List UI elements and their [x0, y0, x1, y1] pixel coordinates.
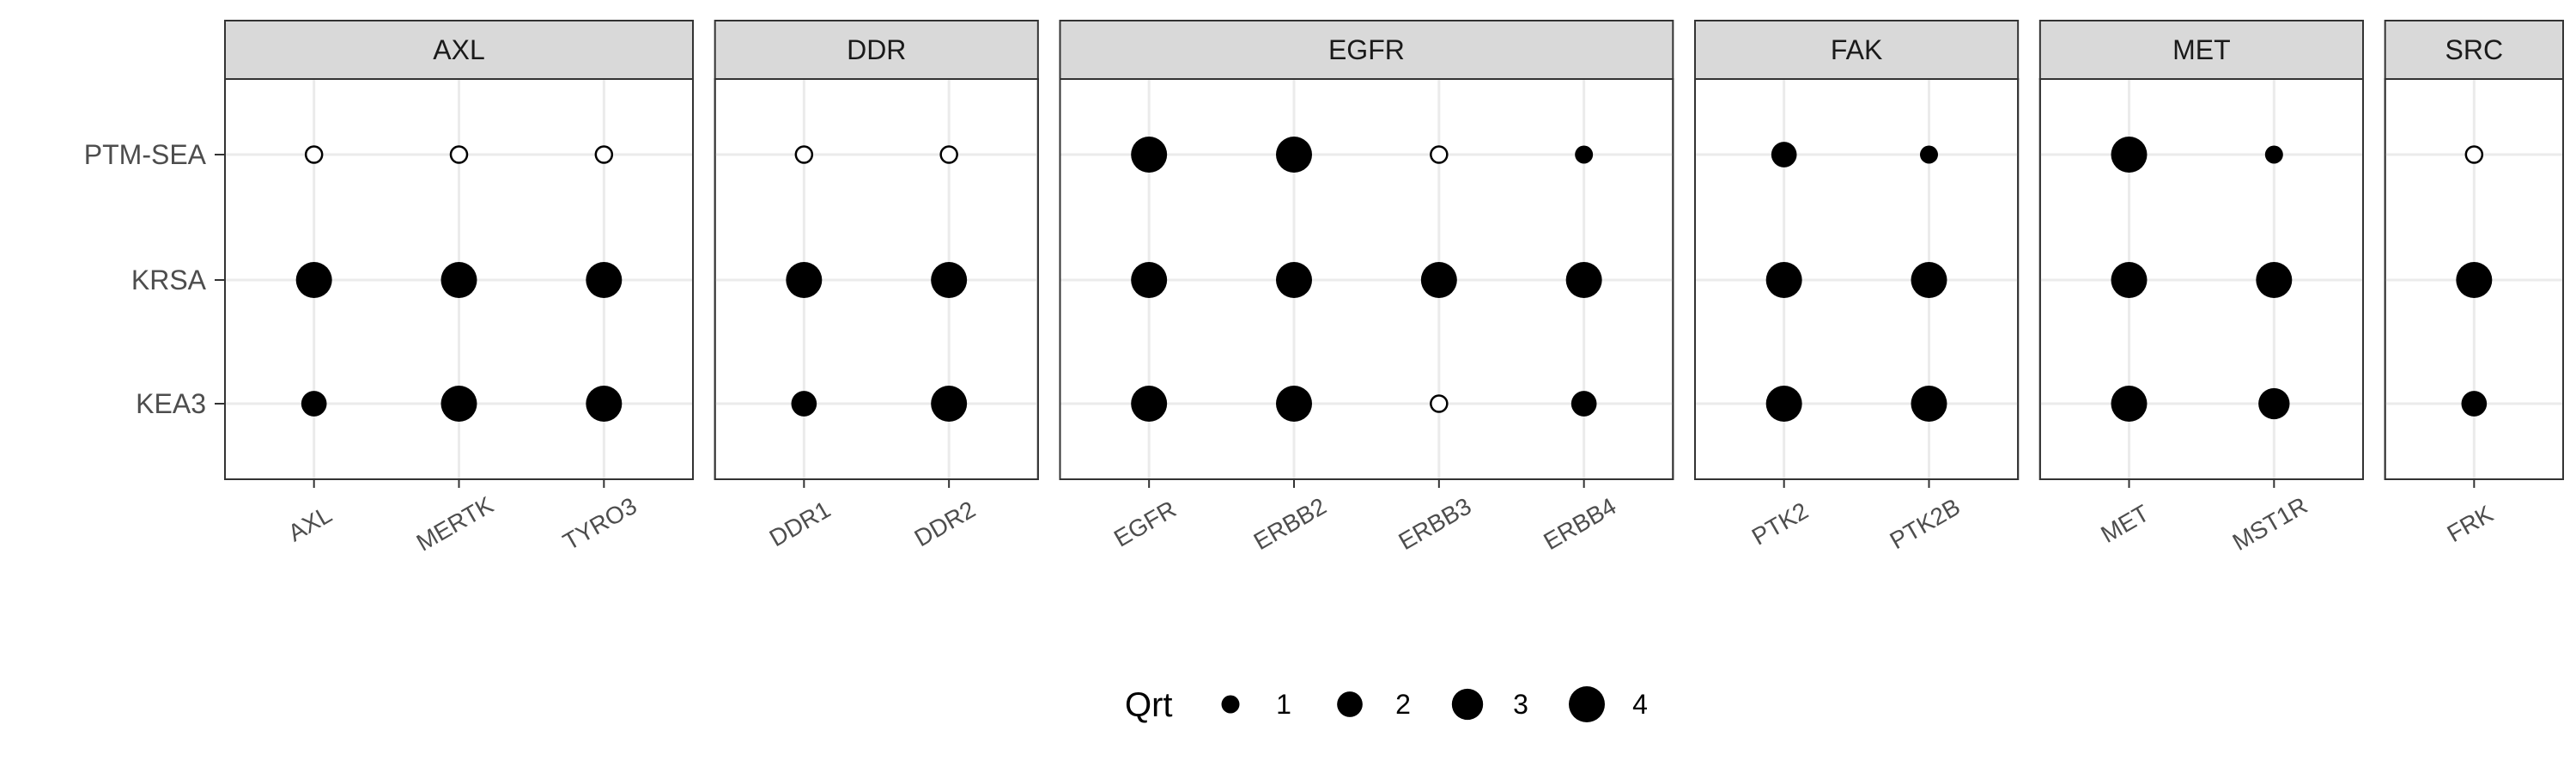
- facet-strip-label: FAK: [1831, 34, 1882, 65]
- x-tick-label: PTK2: [1747, 497, 1813, 551]
- point-frk: [2461, 391, 2488, 417]
- legend-label: 4: [1632, 689, 1648, 720]
- y-tick-label: KRSA: [131, 265, 207, 295]
- y-tick-label: PTM-SEA: [84, 139, 207, 170]
- x-tick-label: EGFR: [1109, 496, 1181, 552]
- facet-strip-label: AXL: [433, 34, 484, 65]
- x-tick-label: MST1R: [2228, 492, 2312, 556]
- facet-panel-src: SRC FRK: [2384, 20, 2565, 547]
- legend-label: 3: [1513, 689, 1528, 720]
- point-mst1r: [2258, 387, 2290, 420]
- point-ddr1: [786, 262, 823, 298]
- point-erbb2: [1275, 137, 1312, 173]
- point-frk: [2456, 262, 2493, 298]
- missing-point-tyro3: [594, 145, 614, 164]
- x-tick-label: ERBB2: [1249, 492, 1331, 555]
- point-erbb2: [1275, 386, 1312, 422]
- point-ddr2: [931, 262, 968, 298]
- x-tick-label: TYRO3: [558, 492, 641, 556]
- missing-point-mertk: [449, 145, 469, 164]
- point-erbb4: [1575, 145, 1594, 164]
- facet-strip-label: SRC: [2445, 34, 2504, 65]
- point-tyro3: [586, 262, 623, 298]
- point-mertk: [440, 386, 477, 422]
- point-erbb4: [1571, 391, 1597, 417]
- missing-point-ddr2: [939, 145, 958, 164]
- facet-strip-label: MET: [2172, 34, 2231, 65]
- point-ptk2b: [1911, 386, 1947, 422]
- facet-panel-axl: AXL AXL MERTK TYRO3: [224, 20, 694, 557]
- point-ptk2: [1765, 386, 1802, 422]
- facet-panel-border: [1059, 78, 1674, 480]
- x-tick-label: DDR2: [910, 496, 981, 551]
- point-mertk: [440, 262, 477, 298]
- facet-panel-met: MET MET MST1R: [2038, 20, 2364, 556]
- point-tyro3: [586, 386, 623, 422]
- facet-panel-border: [714, 78, 1039, 480]
- point-egfr: [1131, 262, 1168, 298]
- point-ptk2b: [1919, 145, 1938, 164]
- point-ddr1: [791, 391, 817, 417]
- x-tick-label: ERBB4: [1539, 492, 1620, 555]
- point-met: [2111, 262, 2148, 298]
- facet-panel-fak: FAK PTK2 PTK2B: [1693, 20, 2020, 554]
- point-ptk2: [1771, 142, 1797, 167]
- x-tick-label: AXL: [283, 501, 336, 546]
- facet-strip: [1059, 20, 1674, 80]
- point-axl: [301, 391, 327, 417]
- point-mst1r: [2256, 262, 2293, 298]
- point-met: [2111, 386, 2148, 422]
- legend-label: 2: [1395, 689, 1411, 720]
- x-tick-label: DDR1: [765, 496, 835, 551]
- x-tick-label: MERTK: [412, 491, 498, 557]
- size-legend: Qrt 1 2 3 4: [1125, 686, 1648, 724]
- x-tick-label: ERBB3: [1394, 492, 1476, 555]
- facet-strip: [2038, 20, 2364, 80]
- point-ddr2: [931, 386, 968, 422]
- facet-panel-ddr: DDR DDR1 DDR2: [714, 20, 1039, 551]
- missing-point-frk: [2464, 145, 2484, 164]
- y-tick-label: KEA3: [136, 388, 206, 419]
- x-tick-label: FRK: [2443, 500, 2498, 547]
- x-tick-label: PTK2B: [1886, 493, 1965, 554]
- point-egfr: [1131, 137, 1168, 173]
- point-met: [2111, 137, 2148, 173]
- facet-panel-border: [2038, 78, 2364, 480]
- missing-point-erbb3: [1430, 145, 1449, 164]
- point-egfr: [1131, 386, 1168, 422]
- point-axl: [295, 262, 332, 298]
- x-tick-label: MET: [2096, 500, 2154, 548]
- point-erbb2: [1275, 262, 1312, 298]
- facet-strip-label: EGFR: [1328, 34, 1405, 65]
- legend-label: 1: [1276, 689, 1291, 720]
- legend-key-3: [1451, 688, 1484, 721]
- legend-key-1: [1221, 695, 1240, 714]
- point-mst1r: [2264, 145, 2283, 164]
- missing-point-erbb3: [1430, 394, 1449, 413]
- legend-key-4: [1569, 686, 1605, 722]
- facet-panel-egfr: EGFR EGFR ERBB2 ERBB3 ERBB4: [1059, 20, 1674, 555]
- point-ptk2: [1765, 262, 1802, 298]
- missing-point-ddr1: [794, 145, 814, 164]
- legend-key-2: [1337, 691, 1363, 717]
- point-erbb3: [1420, 262, 1457, 298]
- point-ptk2b: [1911, 262, 1947, 298]
- facet-strip: [2384, 20, 2565, 80]
- facet-strip: [224, 20, 694, 80]
- missing-point-axl: [304, 145, 324, 164]
- facet-panel-border: [1693, 78, 2020, 480]
- facet-strip-label: DDR: [847, 34, 906, 65]
- point-erbb4: [1565, 262, 1602, 298]
- legend-title: Qrt: [1125, 686, 1173, 724]
